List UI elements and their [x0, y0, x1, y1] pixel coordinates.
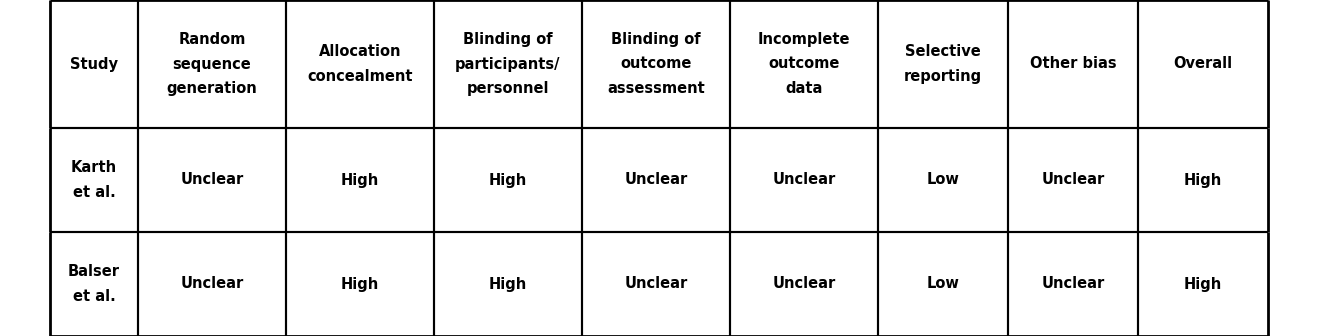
Bar	[434, 128, 583, 232]
Bar	[1137, 128, 1268, 232]
Bar	[878, 0, 1008, 128]
Text: Unclear: Unclear	[181, 277, 244, 292]
Text: Unclear: Unclear	[625, 277, 688, 292]
Text: Unclear: Unclear	[772, 277, 836, 292]
Text: Random
sequence
generation: Random sequence generation	[166, 32, 257, 96]
Bar	[50, 232, 138, 336]
Text: Balser
et al.: Balser et al.	[69, 264, 120, 304]
Bar	[50, 0, 138, 128]
Text: Unclear: Unclear	[1041, 172, 1104, 187]
Text: Selective
reporting: Selective reporting	[904, 44, 982, 84]
Text: High: High	[489, 277, 527, 292]
Bar	[138, 128, 286, 232]
Text: Blinding of
outcome
assessment: Blinding of outcome assessment	[608, 32, 705, 96]
Bar	[138, 232, 286, 336]
Text: Blinding of
participants/
personnel: Blinding of participants/ personnel	[455, 32, 560, 96]
Bar	[583, 232, 730, 336]
Text: Unclear: Unclear	[1041, 277, 1104, 292]
Bar	[434, 0, 583, 128]
Text: Low: Low	[927, 172, 960, 187]
Bar	[878, 232, 1008, 336]
Bar	[1008, 232, 1137, 336]
Bar	[286, 232, 434, 336]
Text: High: High	[489, 172, 527, 187]
Bar	[1008, 128, 1137, 232]
Text: Study: Study	[70, 56, 119, 72]
Bar	[286, 0, 434, 128]
Bar	[583, 0, 730, 128]
Text: Other bias: Other bias	[1029, 56, 1116, 72]
Text: High: High	[341, 172, 380, 187]
Text: Unclear: Unclear	[772, 172, 836, 187]
Bar	[138, 0, 286, 128]
Text: Unclear: Unclear	[625, 172, 688, 187]
Bar	[878, 128, 1008, 232]
Text: Karth
et al.: Karth et al.	[71, 160, 117, 200]
Bar	[1137, 0, 1268, 128]
Text: High: High	[341, 277, 380, 292]
Text: Overall: Overall	[1173, 56, 1232, 72]
Bar	[730, 128, 878, 232]
Text: Allocation
concealment: Allocation concealment	[307, 44, 413, 84]
Text: High: High	[1184, 277, 1222, 292]
Text: Unclear: Unclear	[181, 172, 244, 187]
Text: Incomplete
outcome
data: Incomplete outcome data	[758, 32, 850, 96]
Bar	[730, 232, 878, 336]
Bar	[286, 128, 434, 232]
Bar	[50, 128, 138, 232]
Bar	[1137, 232, 1268, 336]
Bar	[1008, 0, 1137, 128]
Bar	[730, 0, 878, 128]
Text: Low: Low	[927, 277, 960, 292]
Bar	[434, 232, 583, 336]
Text: High: High	[1184, 172, 1222, 187]
Bar	[583, 128, 730, 232]
